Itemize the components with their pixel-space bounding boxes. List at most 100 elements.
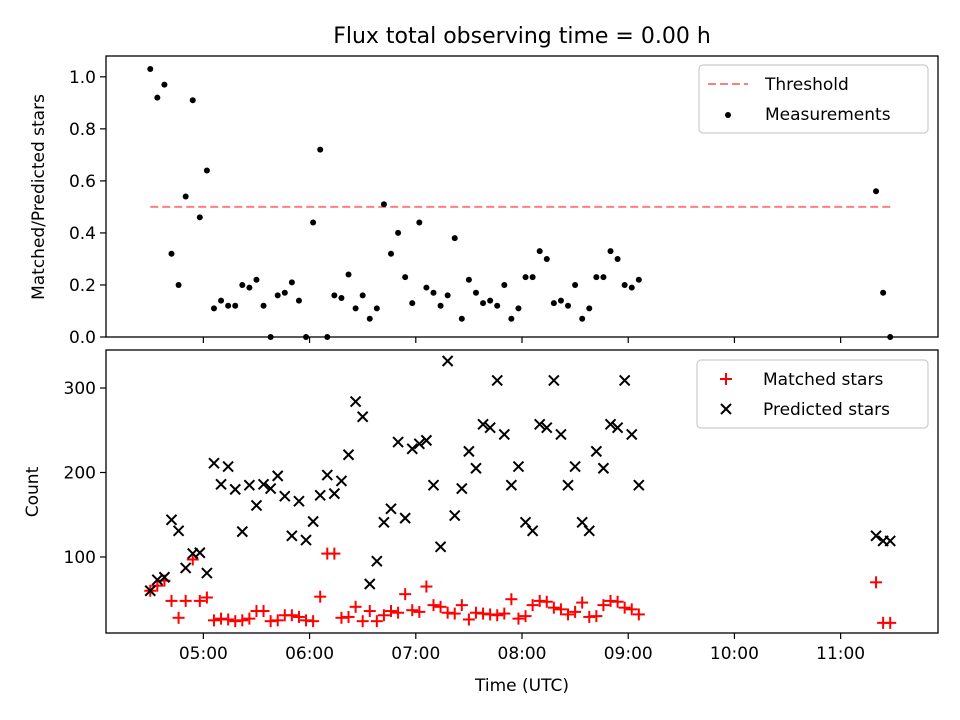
top-legend: Threshold Measurements bbox=[698, 64, 929, 134]
predicted-star-point bbox=[533, 418, 546, 431]
measurement-point bbox=[635, 276, 642, 283]
predicted-star-point bbox=[272, 470, 284, 482]
matched-star-point bbox=[498, 607, 511, 620]
measurement-point bbox=[366, 315, 373, 322]
measurement-point bbox=[494, 302, 501, 309]
x-axis-label: Time (UTC) bbox=[474, 676, 569, 696]
matched-star-point bbox=[222, 613, 235, 626]
matched-star-point bbox=[165, 594, 178, 607]
predicted-star-point bbox=[307, 515, 319, 528]
matched-star-point bbox=[554, 603, 567, 616]
matched-star-point bbox=[406, 604, 419, 617]
matched-star-point bbox=[420, 580, 433, 593]
predicted-star-point bbox=[555, 428, 567, 441]
legend-matched-label: Matched stars bbox=[763, 370, 883, 390]
y-tick-label: 0.0 bbox=[69, 328, 96, 348]
predicted-star-point bbox=[236, 525, 249, 538]
matched-star-point bbox=[562, 608, 575, 621]
matched-star-point bbox=[413, 605, 426, 618]
predicted-star-point bbox=[562, 479, 574, 491]
matched-star-point bbox=[611, 595, 624, 608]
measurement-point bbox=[338, 294, 345, 301]
measurement-point bbox=[409, 300, 416, 307]
measurement-point bbox=[437, 302, 444, 309]
matched-star-point bbox=[519, 610, 532, 623]
legend-predicted-swatch bbox=[720, 403, 732, 415]
x-tick-label: 05:00 bbox=[179, 644, 228, 664]
matched-star-point bbox=[491, 609, 504, 622]
measurement-point bbox=[543, 255, 550, 262]
matched-star-point bbox=[349, 600, 362, 613]
matched-star-point bbox=[569, 605, 582, 618]
measurement-point bbox=[423, 284, 430, 291]
predicted-star-point bbox=[406, 443, 418, 455]
matched-star-point bbox=[597, 599, 610, 612]
matched-star-point bbox=[576, 596, 589, 609]
matched-star-point bbox=[505, 593, 518, 606]
predicted-star-point bbox=[392, 436, 404, 448]
measurement-point bbox=[288, 279, 295, 286]
predicted-stars-points bbox=[144, 355, 896, 597]
predicted-star-point bbox=[335, 475, 348, 487]
predicted-star-point bbox=[378, 516, 390, 529]
matched-star-point bbox=[399, 588, 412, 601]
predicted-star-point bbox=[286, 530, 298, 542]
measurement-point bbox=[182, 193, 189, 200]
bottom-axes-star-counts: 100 200 300 05:00 06:00 07:00 08:00 09:00 10:00… bbox=[23, 349, 939, 696]
predicted-star-point bbox=[328, 487, 341, 500]
matched-star-point bbox=[618, 601, 631, 614]
matched-star-point bbox=[200, 591, 213, 604]
matched-stars-points bbox=[144, 547, 897, 629]
matched-star-point bbox=[207, 614, 220, 627]
x-tick-label: 10:00 bbox=[710, 644, 759, 664]
measurement-point bbox=[196, 214, 203, 221]
predicted-star-point bbox=[884, 535, 896, 547]
predicted-star-point bbox=[441, 355, 454, 367]
matched-star-point bbox=[462, 613, 475, 626]
measurement-point bbox=[274, 292, 281, 299]
predicted-star-point bbox=[349, 395, 362, 408]
predicted-star-point bbox=[484, 422, 496, 434]
matched-star-point bbox=[448, 607, 461, 620]
matched-star-point bbox=[632, 608, 645, 621]
measurement-point bbox=[508, 315, 515, 322]
measurement-point bbox=[189, 97, 196, 104]
measurement-point bbox=[572, 281, 579, 288]
predicted-star-point bbox=[293, 495, 305, 507]
predicted-star-point bbox=[371, 555, 383, 567]
top-axes-measurement-ratio: 0.0 0.2 0.4 0.6 0.8 1.0 Matched/Predicted sta… bbox=[29, 55, 939, 348]
y-tick-label: 0.8 bbox=[69, 120, 96, 140]
predicted-star-point bbox=[257, 478, 270, 491]
measurement-point bbox=[345, 271, 352, 278]
predicted-star-point bbox=[208, 457, 220, 469]
measurement-point bbox=[487, 297, 494, 304]
matched-star-point bbox=[342, 610, 355, 623]
predicted-star-point bbox=[321, 469, 333, 481]
y-tick-label: 0.4 bbox=[69, 224, 96, 244]
matched-star-point bbox=[271, 614, 284, 627]
legend-threshold-label: Threshold bbox=[764, 75, 849, 95]
measurement-point bbox=[444, 292, 451, 299]
chart-title: Flux total observing time = 0.00 h bbox=[333, 24, 711, 49]
predicted-star-point bbox=[498, 428, 511, 441]
measurement-point bbox=[621, 281, 628, 288]
measurement-point bbox=[331, 292, 338, 299]
x-tick-label: 06:00 bbox=[285, 644, 334, 664]
measurement-point bbox=[246, 284, 253, 291]
predicted-star-point bbox=[434, 541, 447, 553]
measurement-point bbox=[480, 300, 487, 307]
y-tick-label: 0.6 bbox=[69, 172, 96, 192]
matched-star-point bbox=[151, 579, 164, 592]
y-tick-label: 100 bbox=[64, 548, 96, 568]
matched-star-point bbox=[307, 615, 320, 628]
y-tick-label: 0.2 bbox=[69, 276, 96, 296]
predicted-star-point bbox=[250, 499, 263, 512]
predicted-star-point bbox=[179, 562, 192, 574]
measurement-point bbox=[451, 235, 458, 242]
predicted-star-point bbox=[144, 585, 156, 597]
measurement-point bbox=[430, 289, 437, 296]
predicted-star-point bbox=[342, 449, 355, 461]
bottom-x-ticks: 05:00 06:00 07:00 08:00 09:00 10:00 11:00 bbox=[179, 633, 865, 664]
measurement-point bbox=[161, 81, 168, 88]
